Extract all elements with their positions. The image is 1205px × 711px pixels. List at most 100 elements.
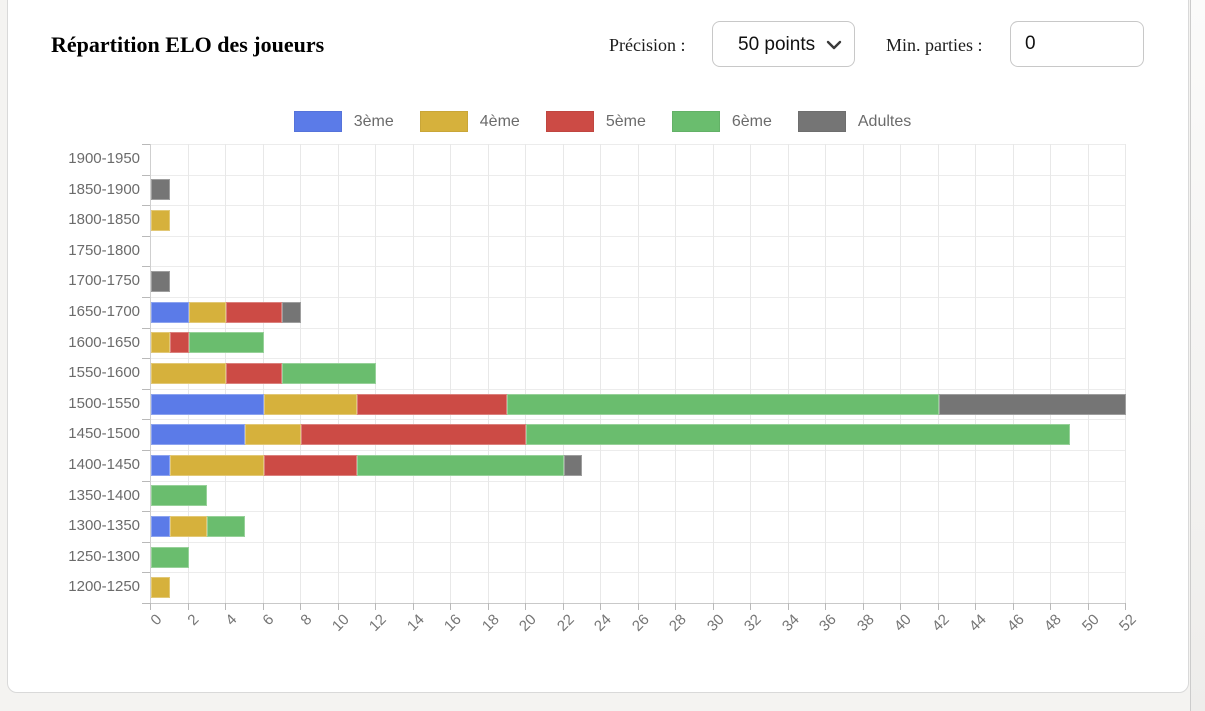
legend-item-adultes[interactable]: Adultes bbox=[797, 111, 912, 132]
bar-segment-4eme-1300-1350 bbox=[169, 516, 208, 537]
y-axis-tick bbox=[142, 235, 150, 237]
y-axis-tick bbox=[142, 266, 150, 268]
x-axis-tick bbox=[1125, 603, 1126, 610]
bar-segment-6eme-1300-1350 bbox=[207, 516, 245, 537]
grid-line-vertical bbox=[150, 144, 151, 603]
bar-segment-adultes-1700-1750 bbox=[151, 271, 170, 293]
grid-line-vertical bbox=[1125, 144, 1126, 603]
legend-label: 5ème bbox=[605, 112, 646, 130]
bar-segment-5eme-1600-1650 bbox=[169, 332, 189, 354]
bar-segment-5eme-1500-1550 bbox=[357, 393, 508, 415]
grid-line-vertical bbox=[787, 144, 789, 603]
y-axis-tick bbox=[142, 205, 150, 207]
legend-swatch-3eme bbox=[293, 111, 342, 132]
grid-line-vertical bbox=[525, 144, 526, 603]
bar-segment-4eme-1450-1500 bbox=[244, 424, 301, 446]
x-axis-tick bbox=[750, 603, 751, 610]
x-axis-tick bbox=[1050, 603, 1051, 610]
y-axis-tick bbox=[142, 297, 150, 298]
page-title: Répartition ELO des joueurs bbox=[51, 32, 325, 57]
y-axis-tick bbox=[142, 144, 150, 145]
bar-segment-4eme-1550-1600 bbox=[151, 363, 226, 384]
legend-label: 3ème bbox=[353, 112, 394, 130]
scrollbar-gutter[interactable] bbox=[1190, 0, 1205, 711]
y-axis-label: 1200-1250 bbox=[68, 578, 140, 596]
legend-item-3eme[interactable]: 3ème bbox=[293, 111, 394, 132]
y-axis-label: 1550-1600 bbox=[68, 364, 140, 382]
y-axis-label: 1850-1900 bbox=[68, 180, 140, 198]
x-axis-tick bbox=[787, 603, 789, 610]
bar-segment-3eme-1450-1500 bbox=[151, 424, 245, 446]
bar-segment-3eme-1400-1450 bbox=[151, 454, 170, 476]
chart-legend: 3ème 4ème 5ème 6ème Adultes bbox=[0, 111, 1205, 132]
bar-segment-adultes-1850-1900 bbox=[151, 179, 170, 201]
grid-line-vertical bbox=[487, 144, 489, 603]
grid-line-vertical bbox=[975, 144, 976, 603]
legend-swatch-adultes bbox=[797, 111, 846, 132]
bar-segment-5eme-1550-1600 bbox=[226, 363, 283, 384]
x-axis-tick bbox=[375, 603, 376, 610]
y-axis-label: 1350-1400 bbox=[68, 486, 140, 504]
bar-segment-6eme-1350-1400 bbox=[151, 485, 208, 507]
y-axis-label: 1700-1750 bbox=[68, 272, 140, 290]
legend-item-6eme[interactable]: 6ème bbox=[671, 111, 772, 132]
x-axis-tick bbox=[225, 603, 226, 610]
min-parties-input[interactable] bbox=[1010, 21, 1144, 67]
grid-line-vertical bbox=[862, 144, 864, 603]
x-axis-tick bbox=[525, 603, 526, 610]
bar-segment-6eme-1450-1500 bbox=[526, 424, 1070, 446]
bar-segment-adultes-1400-1450 bbox=[563, 454, 583, 476]
bar-segment-5eme-1400-1450 bbox=[263, 454, 358, 476]
x-axis-tick bbox=[900, 603, 901, 610]
x-axis-tick bbox=[675, 603, 676, 610]
y-axis-tick bbox=[142, 327, 150, 329]
legend-label: Adultes bbox=[857, 112, 912, 130]
x-axis-tick bbox=[637, 603, 639, 610]
legend-label: 4ème bbox=[479, 112, 520, 130]
y-axis-label: 1600-1650 bbox=[68, 333, 140, 351]
grid-line-vertical bbox=[1012, 144, 1014, 603]
bar-row-1250-1300 bbox=[151, 546, 189, 568]
y-axis-tick bbox=[142, 450, 150, 451]
bar-row-1550-1600 bbox=[151, 363, 376, 384]
y-axis-label: 1900-1950 bbox=[68, 150, 140, 167]
x-axis-tick bbox=[150, 603, 151, 610]
precision-label: Précision : bbox=[609, 35, 686, 55]
y-axis-tick bbox=[142, 388, 150, 390]
bar-row-1500-1550 bbox=[151, 393, 1126, 415]
x-axis-tick bbox=[712, 603, 714, 610]
y-axis-label: 1500-1550 bbox=[68, 394, 140, 412]
x-axis-tick bbox=[825, 603, 826, 610]
y-axis-tick bbox=[142, 541, 150, 543]
x-axis-tick bbox=[337, 603, 339, 610]
bar-row-1400-1450 bbox=[151, 454, 583, 476]
bar-segment-6eme-1400-1450 bbox=[357, 454, 564, 476]
y-axis-tick bbox=[142, 572, 150, 574]
y-axis-tick bbox=[142, 358, 150, 360]
x-axis-tick bbox=[187, 603, 189, 610]
grid-line-vertical bbox=[937, 144, 939, 603]
y-axis-tick bbox=[142, 480, 150, 482]
legend-item-5eme[interactable]: 5ème bbox=[545, 111, 646, 132]
bar-row-1600-1650 bbox=[151, 332, 264, 354]
bar-row-1700-1750 bbox=[151, 271, 170, 293]
legend-item-4eme[interactable]: 4ème bbox=[419, 111, 520, 132]
bar-segment-4eme-1200-1250 bbox=[151, 577, 170, 599]
grid-line-vertical bbox=[1087, 144, 1089, 603]
x-axis-tick bbox=[937, 603, 939, 610]
grid-line-vertical bbox=[637, 144, 639, 603]
x-axis-tick bbox=[262, 603, 264, 610]
y-axis-label: 1800-1850 bbox=[68, 211, 140, 229]
y-axis-tick bbox=[142, 174, 150, 176]
legend-swatch-5eme bbox=[545, 111, 594, 132]
bar-row-1850-1900 bbox=[151, 179, 170, 201]
bar-row-1200-1250 bbox=[151, 577, 170, 599]
grid-line-vertical bbox=[825, 144, 826, 603]
bar-segment-4eme-1500-1550 bbox=[263, 393, 358, 415]
x-axis-tick bbox=[562, 603, 564, 610]
bar-segment-4eme-1800-1850 bbox=[151, 210, 170, 231]
grid-line-vertical bbox=[412, 144, 414, 603]
bar-segment-3eme-1500-1550 bbox=[151, 393, 264, 415]
